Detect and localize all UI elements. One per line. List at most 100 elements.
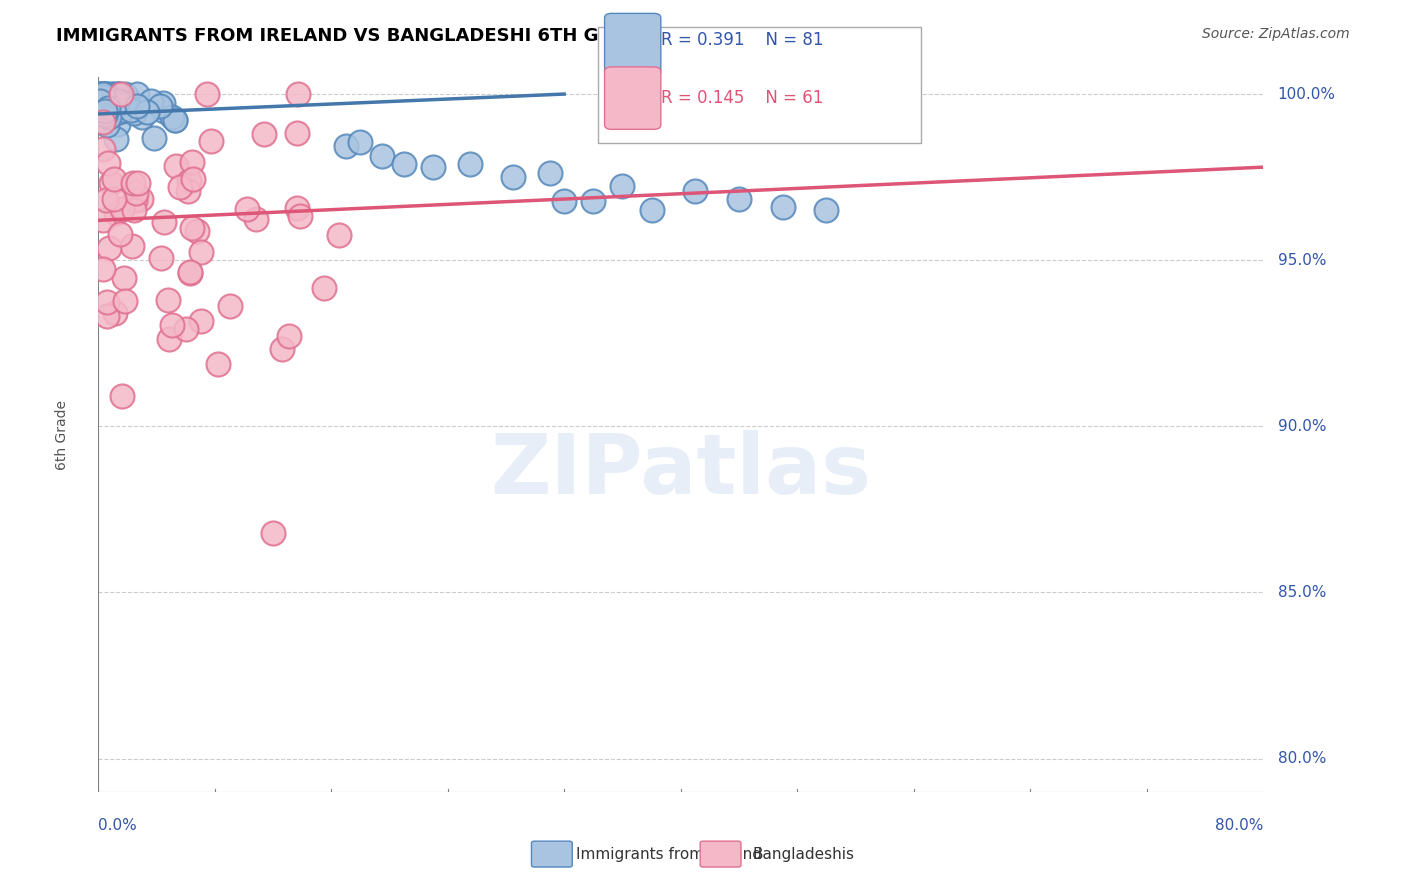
Point [136,104,159,119]
Point [120,103,142,118]
Text: 100.0%: 100.0% [1278,87,1336,102]
Point [96,88,118,103]
Point [219,299,242,313]
Point [335,138,357,153]
Point [270,342,292,356]
Point [110,87,132,101]
Point [94,98,117,112]
Text: Bangladeshis: Bangladeshis [752,847,855,862]
Point [107,117,129,131]
Point [103,192,125,206]
Point [177,184,200,198]
Point [124,202,146,217]
Point [156,293,179,307]
Point [89,104,111,119]
Point [538,166,561,180]
Text: 80.0%: 80.0% [1215,819,1263,833]
Point [349,135,371,149]
Point [129,192,152,206]
Point [148,99,170,113]
Text: 85.0%: 85.0% [1278,585,1326,600]
Text: 6th Grade: 6th Grade [55,400,69,470]
Point [124,106,146,120]
Point [169,179,191,194]
Point [91,87,114,101]
Point [160,110,183,124]
Point [127,87,149,101]
Point [114,294,136,309]
Point [89,96,111,111]
Text: Immigrants from Ireland: Immigrants from Ireland [576,847,762,862]
Point [328,227,350,242]
Point [252,128,274,142]
Point [107,87,129,101]
Point [104,306,127,320]
Point [114,87,136,101]
Point [104,132,127,146]
Point [165,159,187,173]
Point [640,203,662,218]
Point [111,202,134,216]
Point [728,192,751,206]
Point [115,91,138,105]
Point [458,157,481,171]
Point [89,106,111,120]
Point [89,94,111,108]
Point [287,87,309,101]
Point [91,87,114,101]
Point [190,314,212,328]
Point [183,171,205,186]
Point [91,90,114,104]
Text: R = 0.391    N = 81: R = 0.391 N = 81 [661,31,824,49]
Point [553,194,575,208]
Point [101,94,124,108]
Point [91,142,114,156]
Point [111,389,134,403]
Point [110,227,132,242]
Point [177,174,200,188]
Point [235,202,257,216]
Point [181,154,204,169]
Point [371,149,394,163]
Point [142,130,165,145]
Point [103,87,125,101]
Point [207,357,229,371]
Point [107,104,129,119]
Point [96,295,118,310]
Point [98,110,121,124]
Point [125,99,148,113]
Point [107,87,129,101]
Text: 80.0%: 80.0% [1278,751,1326,766]
Point [96,118,118,132]
Point [91,87,114,101]
Point [121,239,143,253]
Point [277,329,299,343]
Point [772,200,794,214]
Point [502,169,524,184]
Point [815,203,838,218]
Point [91,113,114,128]
Point [200,134,222,148]
Point [97,108,120,122]
Point [94,103,117,118]
Point [112,95,135,109]
Point [190,244,212,259]
Text: Source: ZipAtlas.com: Source: ZipAtlas.com [1202,27,1350,41]
Point [105,206,128,220]
Point [96,87,118,101]
Point [111,103,134,117]
Point [285,201,308,215]
Point [612,179,634,194]
Text: R = 0.145    N = 61: R = 0.145 N = 61 [661,89,823,107]
Point [180,220,202,235]
Point [124,193,146,207]
Point [90,90,112,104]
Point [93,106,115,120]
Point [94,193,117,207]
Point [245,212,267,227]
Text: 90.0%: 90.0% [1278,419,1326,434]
Point [100,102,122,116]
Point [314,281,336,295]
Point [262,525,284,540]
Point [100,176,122,190]
